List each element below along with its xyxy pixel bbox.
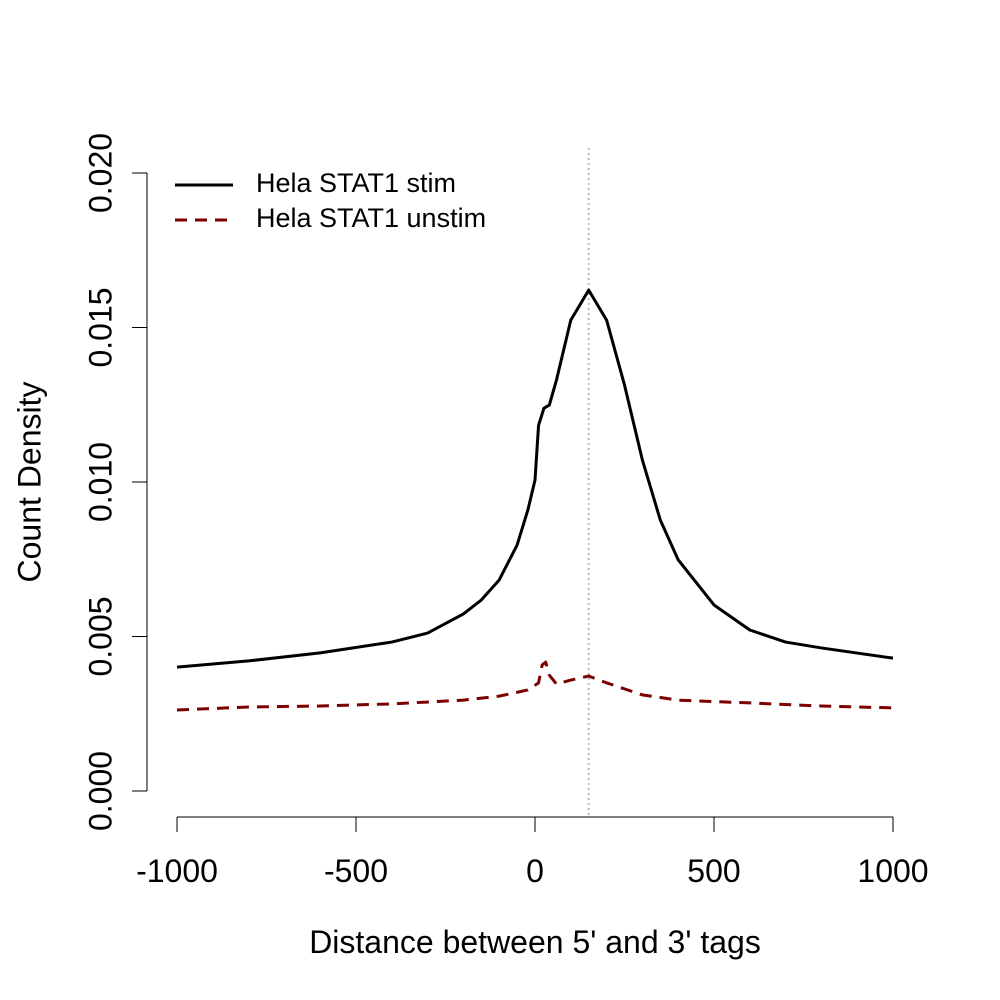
y-tick-label: 0.015 xyxy=(82,287,118,367)
x-tick-label: -500 xyxy=(324,853,388,889)
y-tick-label: 0.020 xyxy=(82,133,118,213)
legend-label: Hela STAT1 stim xyxy=(256,168,456,198)
x-tick-label: 1000 xyxy=(857,853,928,889)
x-tick-label: 0 xyxy=(526,853,544,889)
series-line xyxy=(176,288,894,669)
x-tick-label: 500 xyxy=(687,853,740,889)
series-line xyxy=(176,660,894,712)
x-axis-label: Distance between 5' and 3' tags xyxy=(309,924,761,960)
y-tick-label: 0.000 xyxy=(82,751,118,831)
legend-label: Hela STAT1 unstim xyxy=(256,203,486,233)
y-tick-label: 0.005 xyxy=(82,596,118,676)
x-tick-label: -1000 xyxy=(136,853,218,889)
y-axis-label: Count Density xyxy=(11,382,47,583)
y-tick-label: 0.010 xyxy=(82,442,118,522)
